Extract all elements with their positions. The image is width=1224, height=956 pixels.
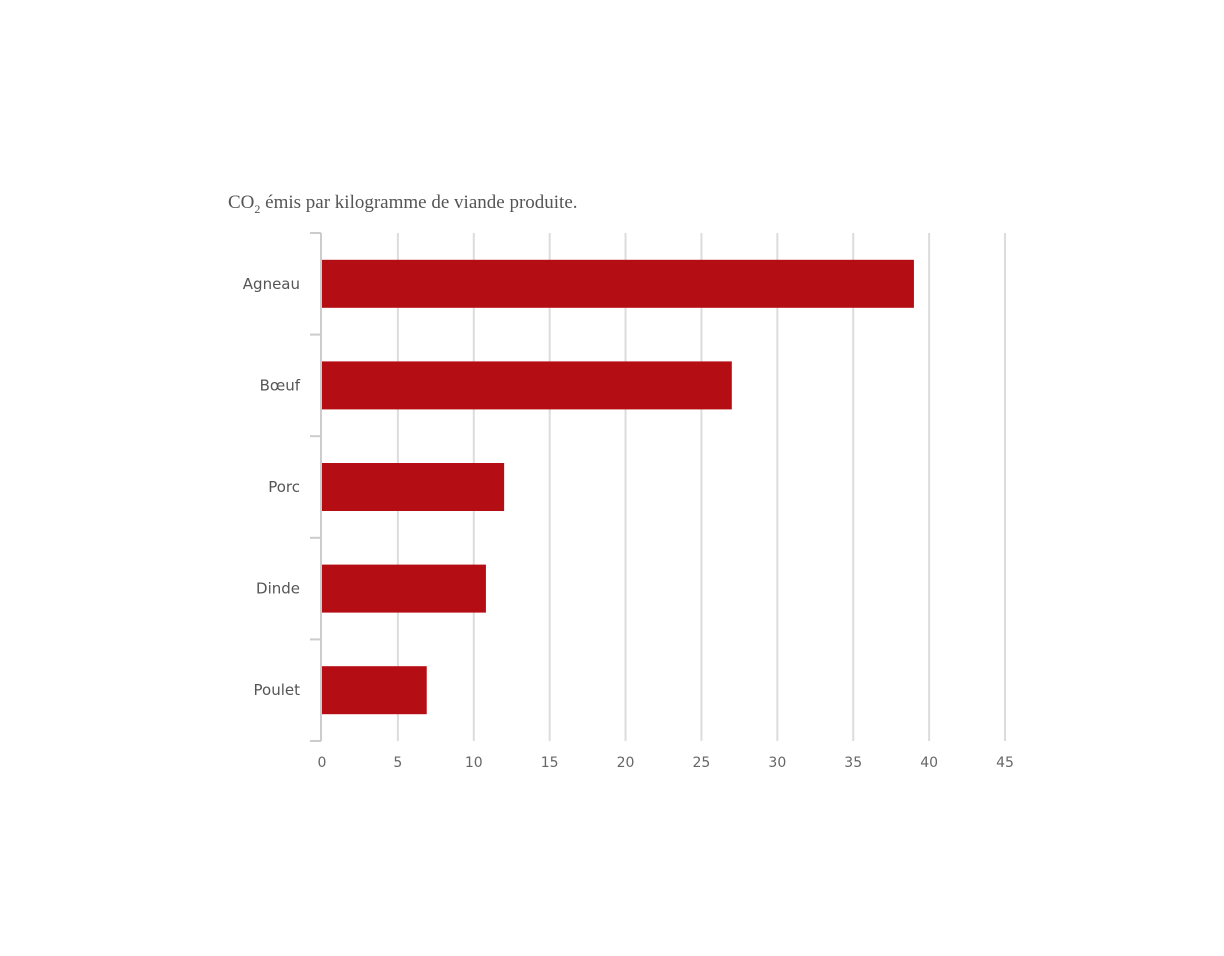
category-label: Dinde	[256, 580, 300, 598]
x-tick-label: 20	[617, 755, 635, 771]
x-tick-label: 25	[693, 755, 711, 771]
chart-title-subscript: 2	[254, 201, 261, 216]
x-tick-label: 45	[996, 755, 1014, 771]
x-tick-label: 15	[541, 755, 559, 771]
x-tick-label: 30	[768, 755, 786, 771]
x-tick-label: 0	[318, 755, 327, 771]
bars	[322, 259, 914, 715]
chart-title-suffix: émis par kilogramme de viande produite.	[260, 192, 578, 213]
x-tick-label: 10	[465, 755, 483, 771]
category-label: Poulet	[254, 681, 301, 699]
chart-title-prefix: CO	[228, 192, 255, 213]
chart-title: CO2 émis par kilogramme de viande produi…	[228, 192, 578, 217]
labels: 0 5 10 15 20 25 30 35 40 45 Agneau Bœuf Porc Dinde Pou…	[243, 275, 1014, 771]
bar	[322, 666, 427, 715]
bar	[322, 564, 486, 613]
x-tick-label: 40	[920, 755, 938, 771]
category-label: Bœuf	[260, 376, 301, 394]
bar	[322, 259, 914, 308]
x-tick-label: 35	[844, 755, 862, 771]
category-label: Porc	[268, 478, 300, 496]
axes	[310, 232, 322, 742]
bar	[322, 361, 732, 410]
x-tick-label: 5	[393, 755, 402, 771]
bar	[322, 463, 505, 511]
category-label: Agneau	[243, 275, 300, 293]
